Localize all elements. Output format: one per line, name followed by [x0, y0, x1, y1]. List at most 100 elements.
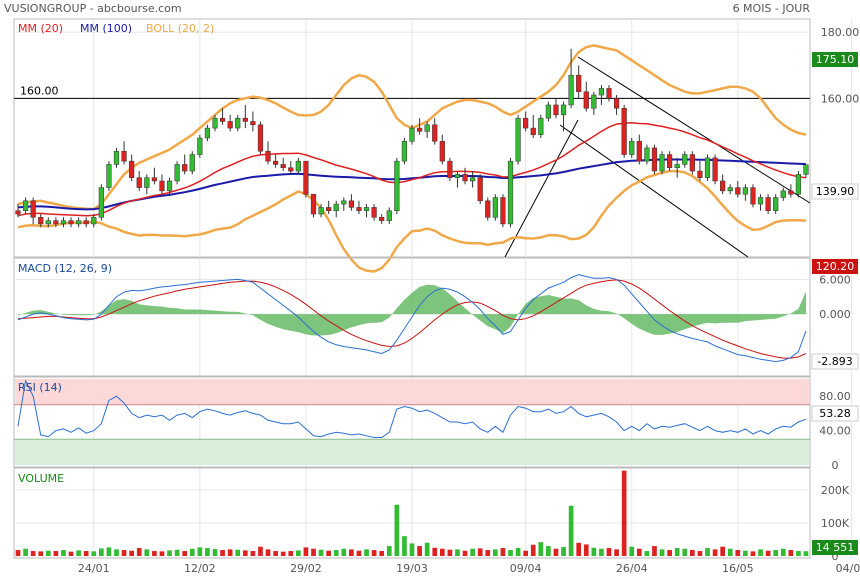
- candle: [235, 114, 241, 132]
- candle: [432, 118, 438, 145]
- candle: [757, 194, 764, 211]
- volume-bar: [227, 549, 233, 556]
- candle: [45, 217, 51, 228]
- volume-bar: [773, 550, 779, 556]
- candle-body: [773, 197, 779, 211]
- volume-bar: [38, 551, 44, 556]
- candle-body: [462, 174, 468, 182]
- rsi-panel-frame: [13, 376, 811, 468]
- volume-bar: [76, 550, 81, 556]
- candle-body: [742, 187, 748, 195]
- candle-body: [53, 220, 59, 225]
- volume-bar: [98, 548, 104, 556]
- volume-bar: [258, 546, 263, 556]
- candle: [538, 114, 544, 138]
- badge-volume: 14 551: [812, 540, 858, 555]
- badge-price-high-bg: [812, 52, 858, 67]
- candle-body: [780, 190, 786, 198]
- candle: [773, 194, 779, 215]
- rsi-line: [17, 379, 807, 438]
- volume-bar: [780, 548, 786, 556]
- candle: [98, 184, 104, 221]
- volume-bar: [508, 550, 513, 556]
- volume-bar: [417, 546, 422, 556]
- candle: [553, 98, 559, 119]
- volume-bar: [235, 549, 241, 556]
- macd-histogram: [18, 284, 806, 336]
- volume-bar: [462, 550, 468, 556]
- candle-body: [674, 164, 680, 168]
- volume-tick-label: 0: [832, 550, 839, 563]
- macd-histogram-area: [18, 284, 806, 336]
- volume-bar: [439, 548, 445, 556]
- volume-bar: [91, 551, 97, 556]
- volume-tick-label: 200K: [821, 484, 850, 497]
- volume-bar: [667, 550, 672, 556]
- candle-body: [477, 177, 483, 202]
- volume-bar: [591, 547, 597, 556]
- volume-bar: [576, 542, 582, 556]
- candle-body: [60, 220, 67, 225]
- candle: [151, 167, 157, 185]
- period-label: 6 MOIS - JOUR: [733, 2, 811, 15]
- candle: [53, 217, 59, 228]
- volume-bar: [492, 549, 498, 556]
- volume-bar: [803, 551, 809, 556]
- candle: [720, 174, 726, 195]
- candle: [182, 154, 188, 175]
- volume-bar: [136, 548, 142, 556]
- candle-body: [682, 154, 688, 165]
- candle: [795, 171, 802, 198]
- candle-body: [735, 187, 741, 195]
- candle-body: [523, 117, 529, 129]
- volume-label: VOLUME: [18, 472, 64, 485]
- candle-body: [667, 154, 673, 168]
- candle-body: [379, 217, 385, 221]
- volume-bar: [652, 546, 657, 556]
- candle: [742, 184, 748, 201]
- volume-bar: [720, 546, 726, 556]
- volume-bar: [538, 542, 544, 556]
- candle: [341, 197, 347, 211]
- volume-bar: [174, 549, 180, 556]
- candle-body: [242, 117, 248, 122]
- candle-body: [470, 177, 476, 182]
- candle-body: [288, 167, 294, 172]
- candle-body: [212, 117, 218, 129]
- candle: [280, 157, 286, 172]
- rsi-label: RSI (14): [18, 381, 62, 394]
- volume-bar: [644, 551, 650, 556]
- volume-bar: [182, 551, 188, 556]
- badge-macd-bg: [811, 353, 859, 370]
- candle: [166, 177, 173, 195]
- candle-body: [492, 197, 498, 218]
- candle: [644, 144, 650, 165]
- candle: [242, 104, 248, 129]
- macd-label: MACD (12, 26, 9): [18, 262, 112, 275]
- candle-body: [598, 88, 605, 96]
- candle: [333, 200, 339, 218]
- volume-bar: [530, 544, 536, 556]
- candle: [523, 111, 529, 132]
- volume-bar: [326, 550, 332, 556]
- volume-bar: [242, 550, 248, 556]
- candle-body: [704, 157, 711, 178]
- badge-price-last-bg: [811, 183, 859, 200]
- candle-body: [106, 164, 112, 188]
- candle-body: [166, 180, 173, 192]
- candle: [485, 197, 491, 221]
- rsi-panel: 80.00 40.00 0 RSI (14) 53.28: [13, 376, 859, 472]
- volume-bar: [697, 551, 703, 556]
- volume-bar: [561, 547, 566, 556]
- candle: [68, 217, 74, 228]
- badge-volume-text: 14 551: [816, 541, 855, 554]
- candle-body: [280, 164, 286, 168]
- volume-bar: [712, 549, 718, 556]
- candle: [515, 114, 521, 165]
- trendlines: [504, 56, 811, 258]
- candle-body: [257, 124, 264, 152]
- candle-body: [613, 98, 620, 109]
- candle: [326, 200, 332, 215]
- rsi-tick-label: 0: [832, 459, 839, 472]
- candle: [704, 154, 711, 181]
